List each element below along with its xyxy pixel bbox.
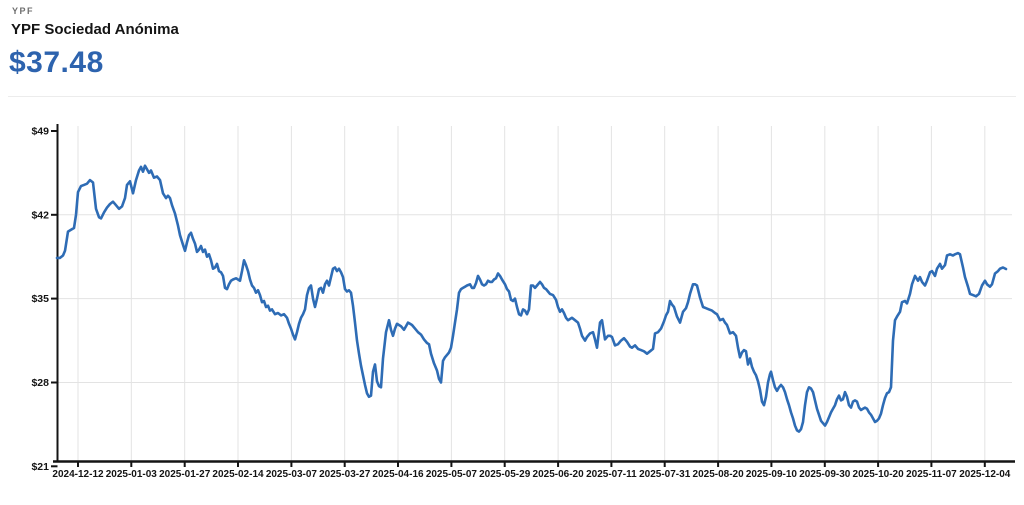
x-tick-label: 2025-09-10 xyxy=(746,469,798,480)
y-tick-label: $28 xyxy=(31,377,49,389)
x-tick-label: 2025-01-03 xyxy=(106,469,158,480)
y-tick-label: $49 xyxy=(31,126,49,138)
x-tick-label: 2025-05-29 xyxy=(479,469,531,480)
company-name: YPF Sociedad Anónima xyxy=(11,21,179,38)
y-tick-label: $35 xyxy=(31,293,49,305)
x-tick-label: 2025-01-27 xyxy=(159,469,211,480)
x-tick-label: 2025-04-16 xyxy=(372,469,424,480)
x-tick-label: 2025-05-07 xyxy=(426,469,478,480)
y-tick-label: $21 xyxy=(31,461,49,473)
y-tick-label: $42 xyxy=(31,209,49,221)
price-line xyxy=(55,164,1008,433)
ticker-symbol: YPF xyxy=(12,6,35,16)
x-tick-label: 2025-08-20 xyxy=(693,469,745,480)
x-tick-label: 2025-07-11 xyxy=(586,469,637,480)
x-tick-label: 2025-09-30 xyxy=(799,469,851,480)
x-tick-label: 2025-03-27 xyxy=(319,469,371,480)
x-tick-label: 2025-03-07 xyxy=(266,469,318,480)
x-tick-label: 2025-12-04 xyxy=(959,469,1011,480)
x-tick-label: 2025-10-20 xyxy=(853,469,905,480)
gridlines xyxy=(57,126,1012,461)
x-tick-label: 2025-02-14 xyxy=(212,469,264,480)
x-tick-label: 2025-06-20 xyxy=(533,469,585,480)
x-tick-label: 2025-07-31 xyxy=(639,469,691,480)
header-divider xyxy=(8,96,1016,97)
x-tick-label: 2025-11-07 xyxy=(906,469,957,480)
x-tick-label: 2024-12-12 xyxy=(52,469,104,480)
current-price: $37.48 xyxy=(9,46,104,79)
